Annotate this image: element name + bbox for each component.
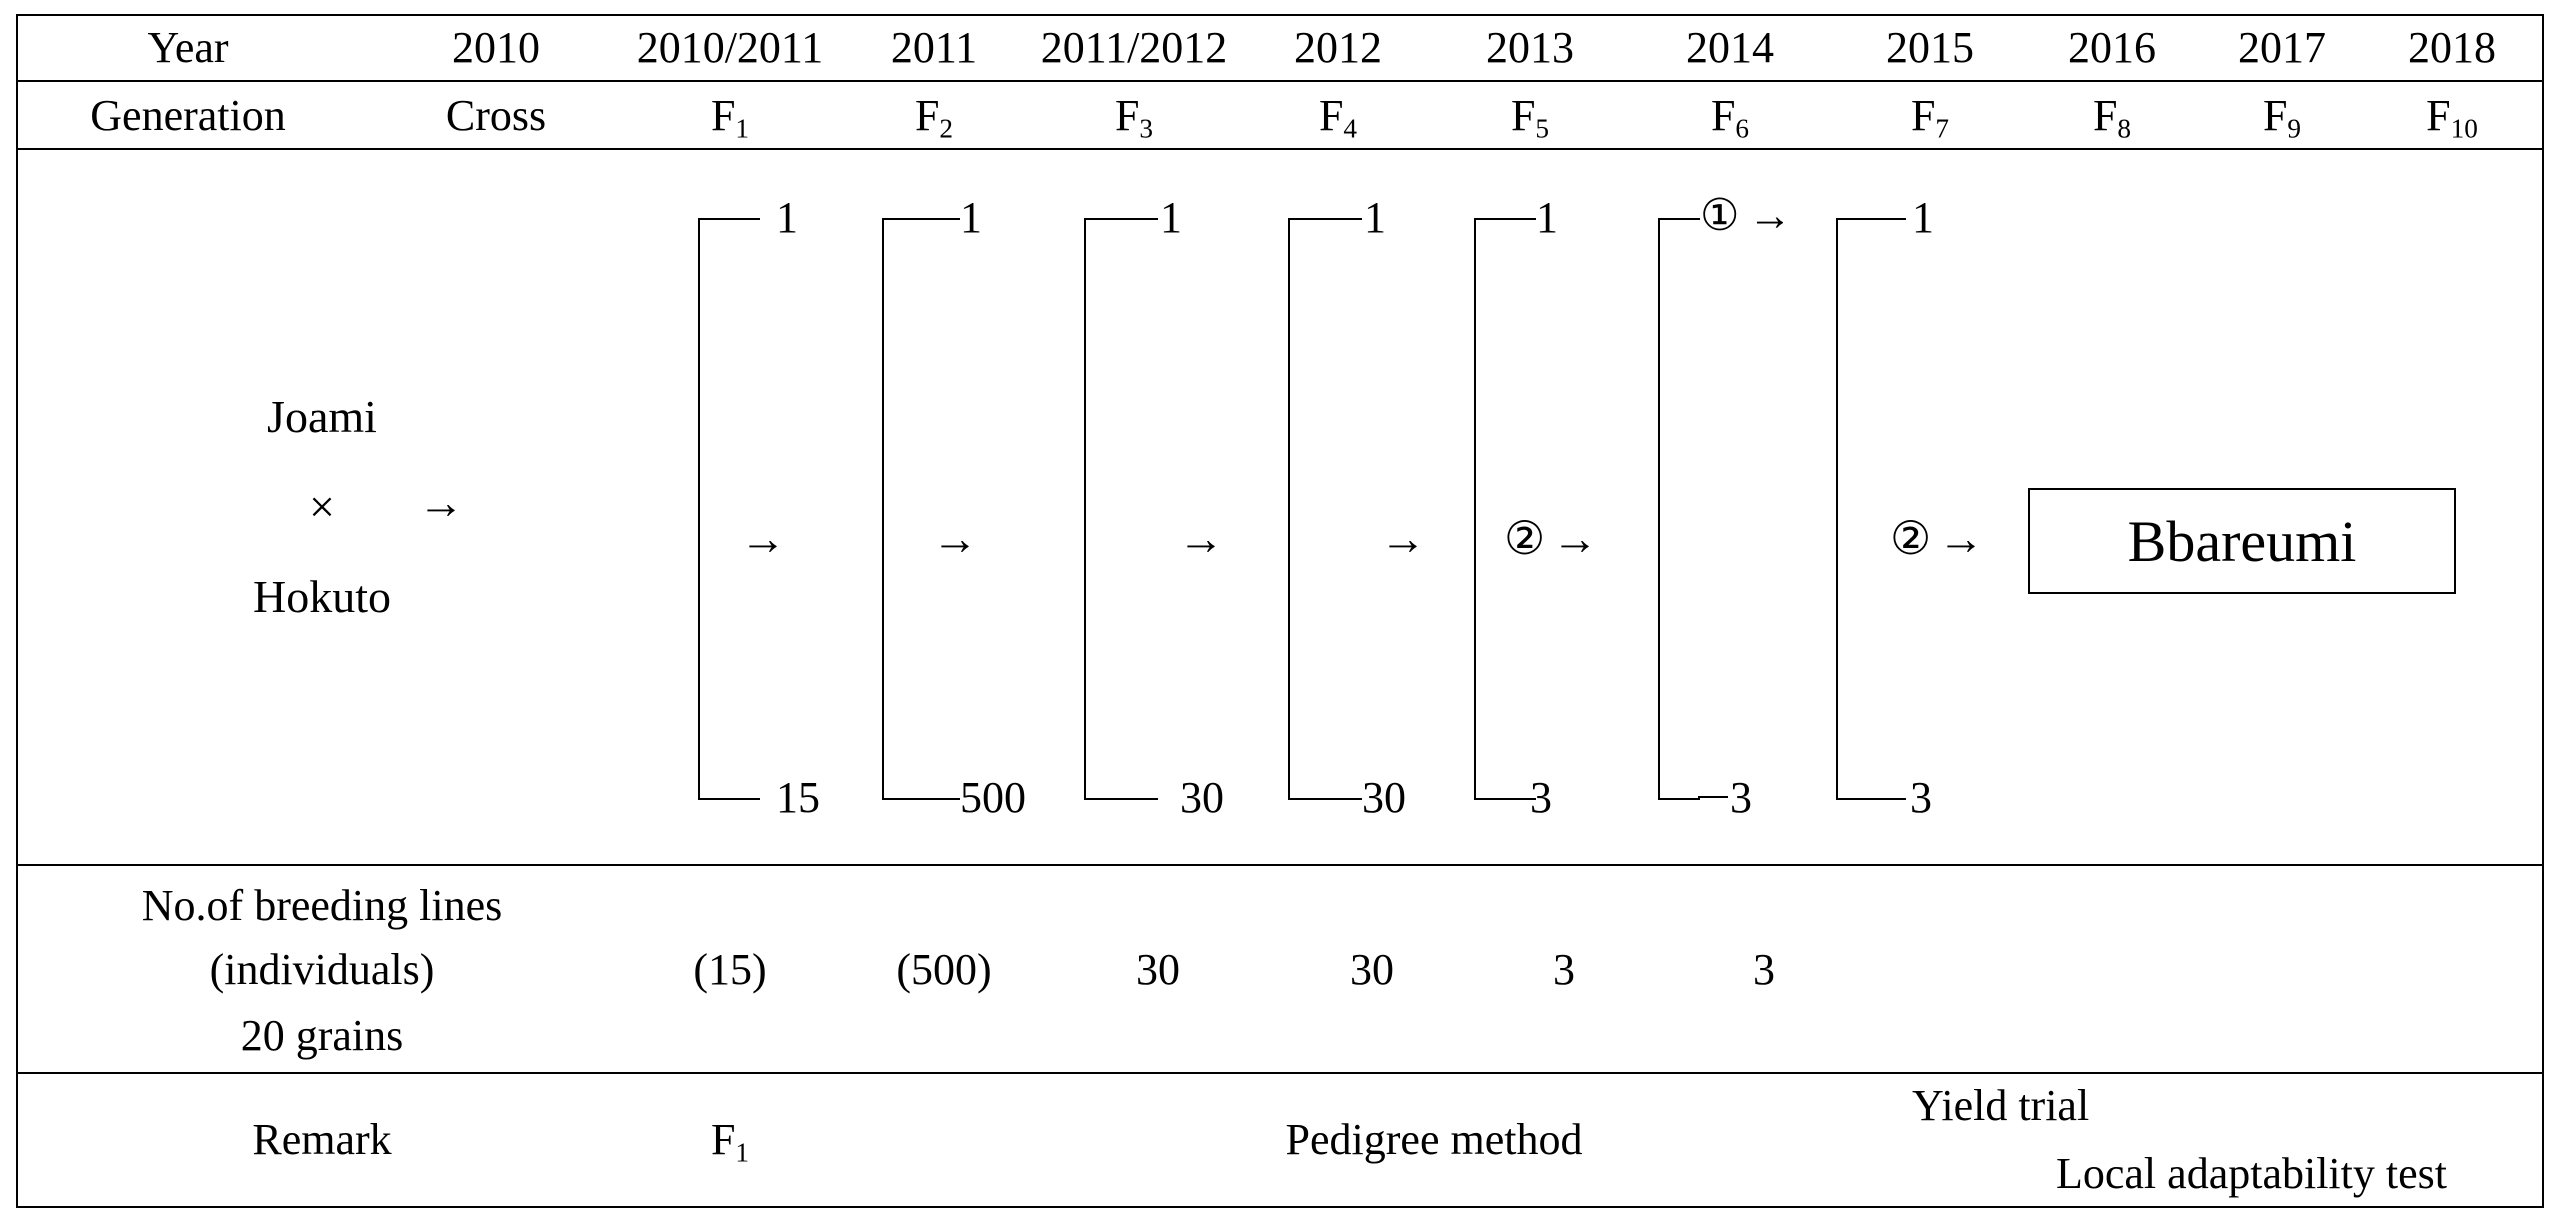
year-2012: 2012 xyxy=(1294,23,1382,72)
pedigree-row-divider xyxy=(16,864,2544,866)
bracket-f5-bottom: 3 xyxy=(1530,773,1552,822)
table-left-border xyxy=(16,14,18,1208)
lines-label-line3: 20 grains xyxy=(240,1011,404,1060)
mid-arrow-f3: → xyxy=(1178,513,1224,564)
lines-value-f5: 3 xyxy=(1553,945,1575,994)
generation-cross: Cross xyxy=(445,91,547,140)
generation-f7: F7 xyxy=(1910,91,1950,144)
lines-value-f2: (500) xyxy=(896,945,992,994)
mid-arrow-f4: → xyxy=(1380,513,1426,564)
mid-selected-2015: ② xyxy=(1890,513,1932,564)
year-2014: 2014 xyxy=(1686,23,1774,72)
year-2011-2012: 2011/2012 xyxy=(1040,23,1228,72)
bracket-f4-top: 1 xyxy=(1364,193,1386,242)
lines-value-f4: 30 xyxy=(1350,945,1394,994)
bracket-f2-top: 1 xyxy=(960,193,982,242)
generation-row-divider xyxy=(16,148,2544,150)
bracket-f6-bottom: 3 xyxy=(1730,773,1752,822)
parent-hokuto: Hokuto xyxy=(253,571,391,622)
year-2018: 2018 xyxy=(2408,23,2496,72)
year-label: Year xyxy=(147,23,229,72)
mid-arrow-2013: → xyxy=(1552,513,1598,564)
bracket-f6-top-arrow: → xyxy=(1748,191,1792,240)
mid-arrow-f1: → xyxy=(740,513,786,564)
cross-arrow: → xyxy=(418,477,464,528)
year-row-divider xyxy=(16,80,2544,82)
year-2013: 2013 xyxy=(1486,23,1574,72)
bracket-f3-bottom: 30 xyxy=(1180,773,1224,822)
generation-label: Generation xyxy=(90,91,286,140)
table-right-border xyxy=(2542,14,2544,1208)
lines-label-line1: No.of breeding lines xyxy=(141,881,503,930)
remark-pedigree-method: Pedigree method xyxy=(1285,1115,1583,1164)
lines-row-divider xyxy=(16,1072,2544,1074)
generation-f2: F2 xyxy=(914,91,954,144)
bracket-f7-top: 1 xyxy=(1912,193,1934,242)
lines-label-line2: (individuals) xyxy=(209,945,435,994)
generation-f9: F9 xyxy=(2262,91,2302,144)
lines-value-f3: 30 xyxy=(1136,945,1180,994)
generation-f4: F4 xyxy=(1318,91,1358,144)
mid-arrow-2015: → xyxy=(1938,513,1984,564)
year-2016: 2016 xyxy=(2068,23,2156,72)
bracket-f5-top: 1 xyxy=(1536,193,1558,242)
bracket-f4-bottom: 30 xyxy=(1362,773,1406,822)
remark-f1: F1 xyxy=(710,1115,750,1168)
bracket-f1-top: 1 xyxy=(776,193,798,242)
year-2011: 2011 xyxy=(890,23,978,72)
year-2010-2011: 2010/2011 xyxy=(636,23,824,72)
year-2015: 2015 xyxy=(1886,23,1974,72)
result-cultivar-box: Bbareumi xyxy=(2028,488,2456,594)
mid-arrow-f2: → xyxy=(932,513,978,564)
bracket-f2 xyxy=(882,218,960,800)
lines-value-f6: 3 xyxy=(1753,945,1775,994)
bracket-f1-bottom: 15 xyxy=(776,773,820,822)
mid-selected-2013: ② xyxy=(1504,513,1546,564)
bracket-f1 xyxy=(698,218,760,800)
bracket-f5 xyxy=(1474,218,1536,800)
bracket-f6 xyxy=(1658,218,1700,800)
table-top-border xyxy=(16,14,2544,16)
remark-label: Remark xyxy=(252,1115,392,1164)
bracket-f7-bottom: 3 xyxy=(1910,773,1932,822)
remark-yield-trial: Yield trial xyxy=(1912,1081,2090,1130)
year-2010: 2010 xyxy=(452,23,540,72)
generation-f8: F8 xyxy=(2092,91,2132,144)
table-bottom-border xyxy=(16,1206,2544,1208)
bracket-f2-bottom: 500 xyxy=(960,773,1026,822)
lines-value-f1: (15) xyxy=(693,945,767,994)
generation-f5: F5 xyxy=(1510,91,1550,144)
generation-f3: F3 xyxy=(1114,91,1154,144)
remark-local-adaptability-test: Local adaptability test xyxy=(2056,1149,2447,1198)
year-2017: 2017 xyxy=(2238,23,2326,72)
bracket-f3-top: 1 xyxy=(1160,193,1182,242)
bracket-f6-top-selected: ① xyxy=(1700,191,1740,240)
bracket-f4 xyxy=(1288,218,1362,800)
result-cultivar-name: Bbareumi xyxy=(2127,508,2357,574)
bracket-f6-bottom-extension xyxy=(1698,796,1728,798)
bracket-f3 xyxy=(1084,218,1158,800)
generation-f10: F10 xyxy=(2426,91,2478,144)
generation-f1: F1 xyxy=(710,91,750,144)
bracket-f7 xyxy=(1836,218,1906,800)
generation-f6: F6 xyxy=(1710,91,1750,144)
parent-joami: Joami xyxy=(267,391,377,442)
cross-symbol: × xyxy=(309,481,335,532)
